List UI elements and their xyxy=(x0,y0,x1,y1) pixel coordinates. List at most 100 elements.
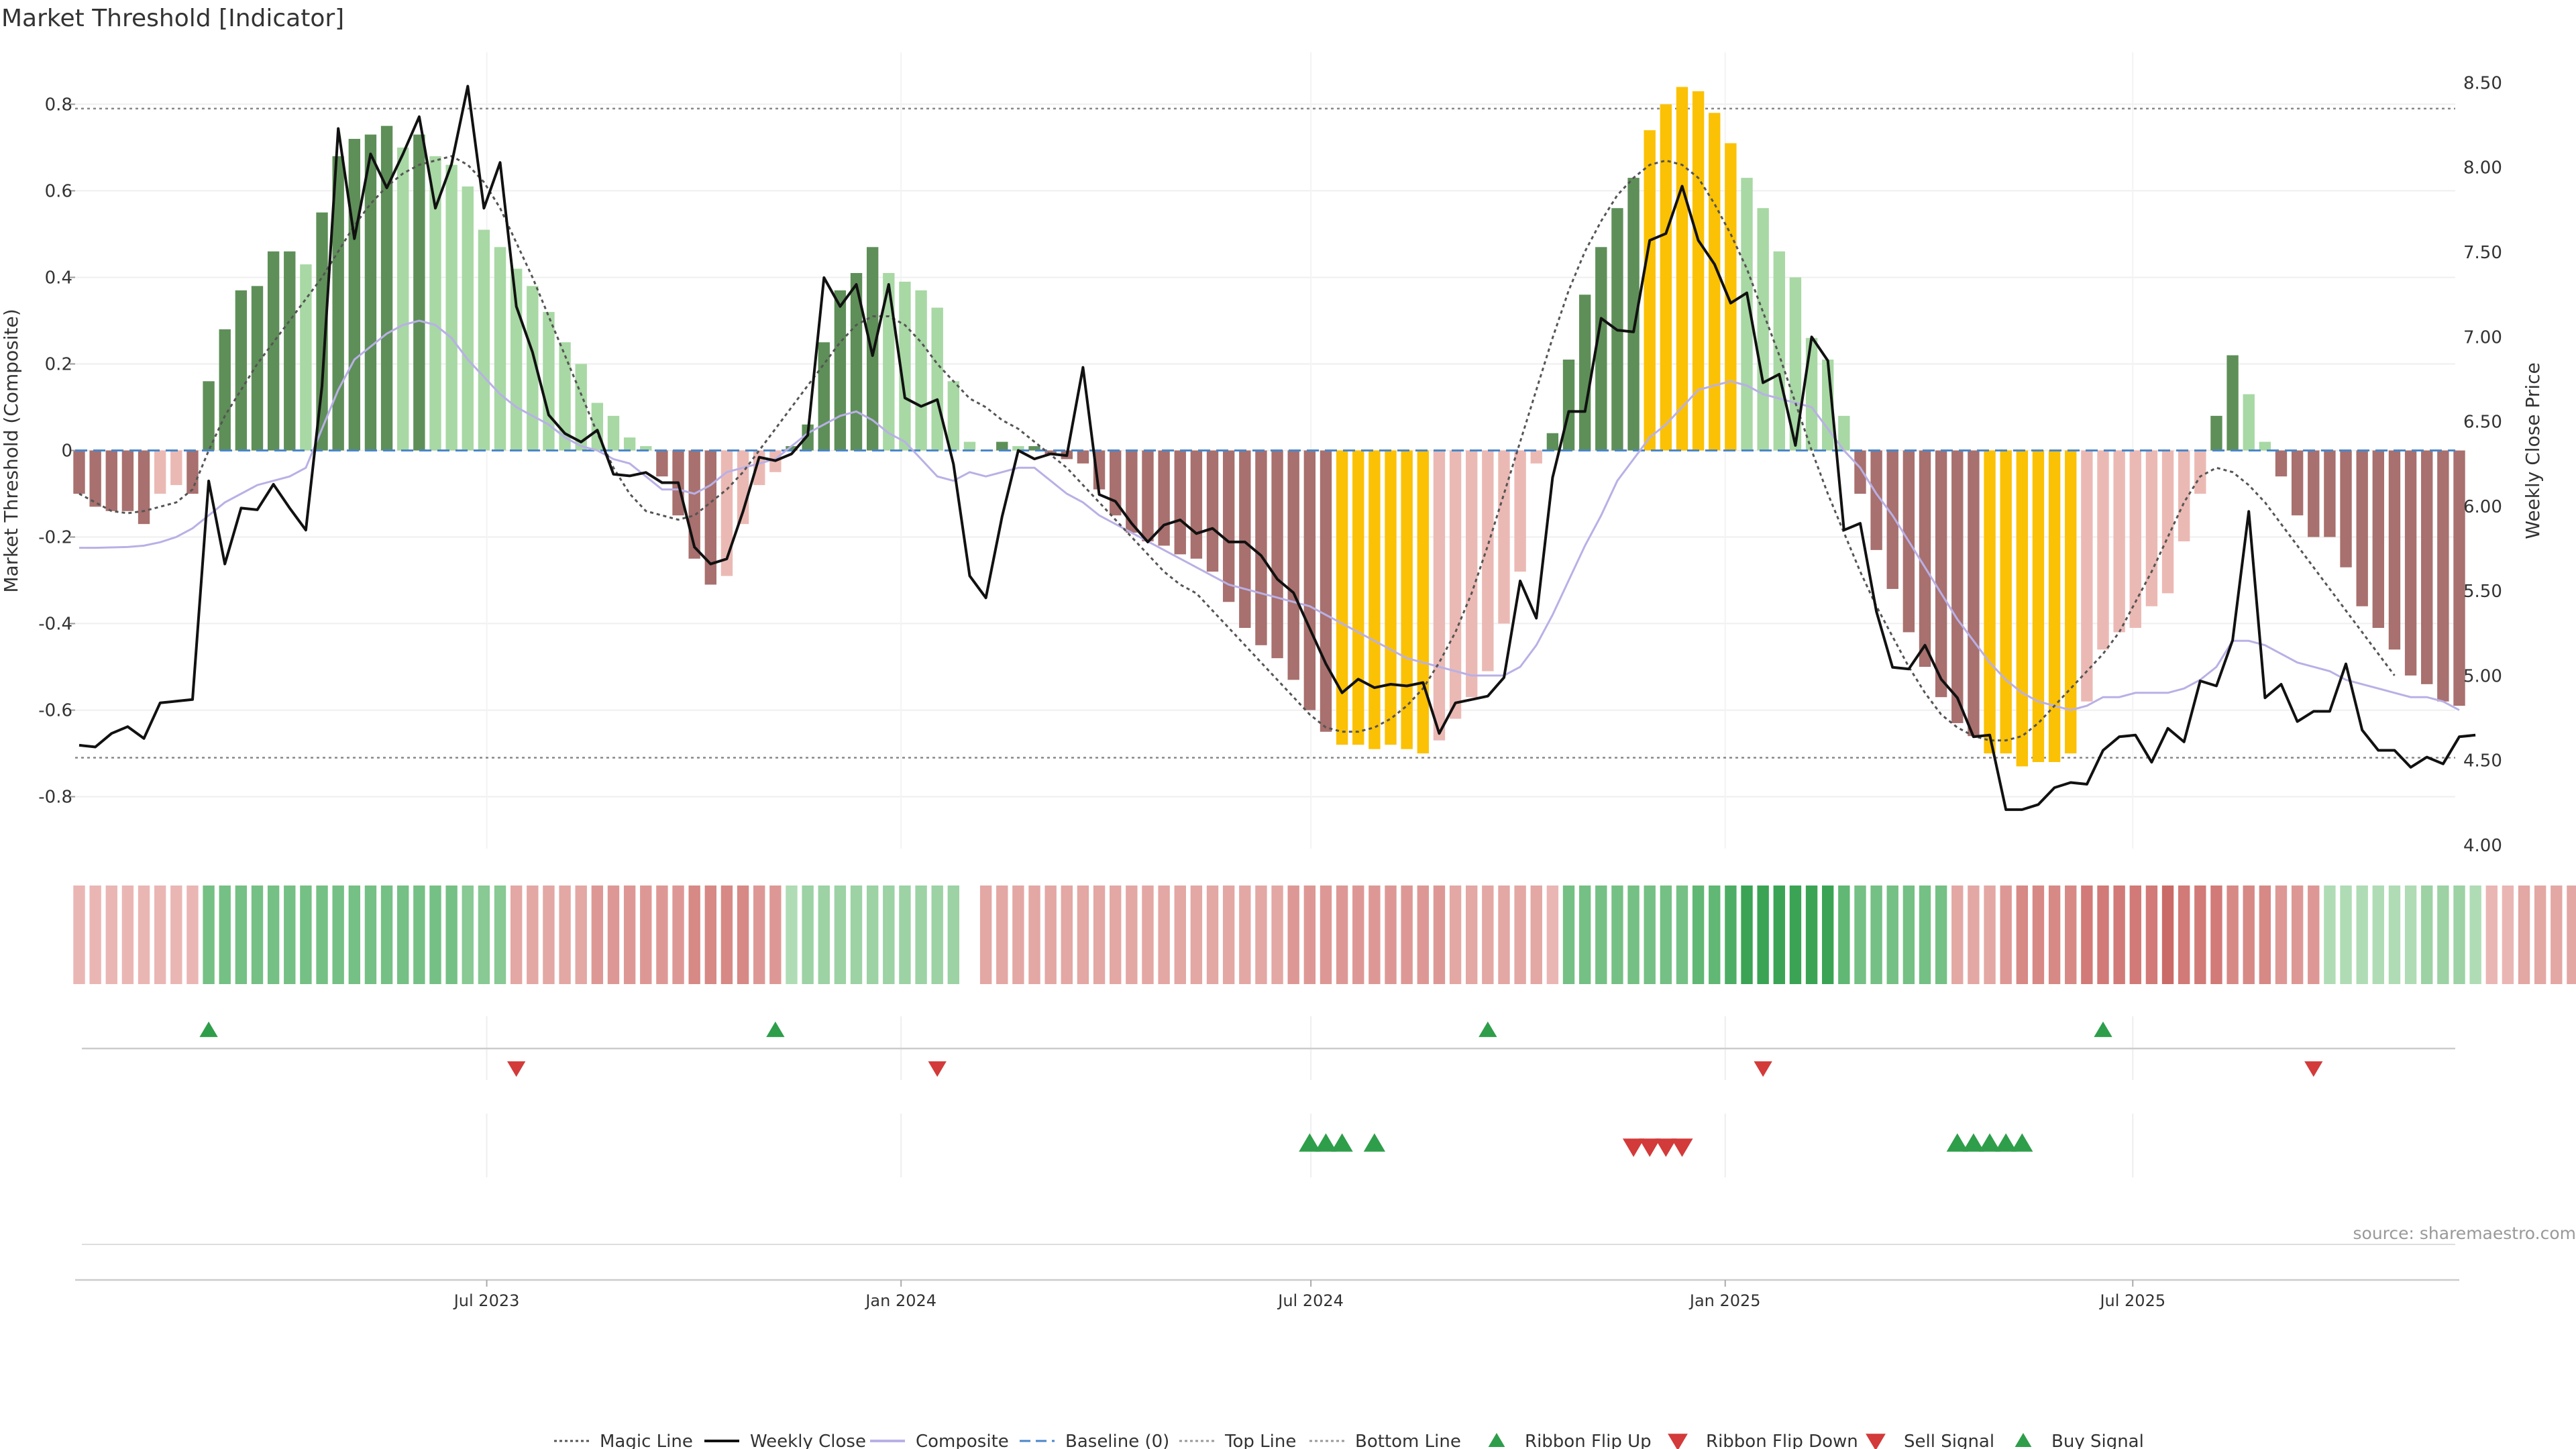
ribbon-segment xyxy=(704,885,716,984)
ribbon-segment xyxy=(1822,885,1834,984)
composite-bar xyxy=(1595,247,1607,451)
composite-bar xyxy=(73,450,85,494)
ribbon-segment xyxy=(1627,885,1640,984)
ribbon-segment xyxy=(1789,885,1802,984)
ribbon-segment xyxy=(2194,885,2206,984)
ribbon-segment xyxy=(1206,885,1219,984)
ribbon-segment xyxy=(2129,885,2141,984)
ribbon-segment xyxy=(429,885,441,984)
ribbon-segment xyxy=(2032,885,2045,984)
composite-bar xyxy=(866,247,879,451)
x-tick-label: Jan 2024 xyxy=(864,1291,936,1310)
y-tick-label: 0.6 xyxy=(45,181,72,201)
legend-swatch xyxy=(1866,1434,1886,1449)
ribbon-segment xyxy=(1336,885,1348,984)
sell-signal-marker xyxy=(1639,1138,1661,1157)
ribbon-segment xyxy=(1433,885,1446,984)
composite-bar xyxy=(1012,446,1024,451)
ribbon-segment xyxy=(2113,885,2125,984)
legend-label: Composite xyxy=(916,1432,1009,1449)
buy-signal-marker xyxy=(1962,1133,1985,1152)
ribbon-flip-down-marker xyxy=(1754,1061,1772,1077)
y-tick-label: 0.4 xyxy=(45,268,72,288)
legend-label: Baseline (0) xyxy=(1065,1432,1169,1449)
composite-bar xyxy=(1660,104,1672,451)
composite-bar xyxy=(850,273,863,451)
ribbon-flip-down-marker xyxy=(507,1061,526,1077)
ribbon-segment xyxy=(2097,885,2109,984)
ribbon-segment xyxy=(1126,885,1138,984)
composite-bar xyxy=(316,212,328,451)
composite-bar xyxy=(2453,450,2465,706)
ribbon-segment xyxy=(786,885,798,984)
ribbon-segment xyxy=(348,885,361,984)
composite-bar xyxy=(462,186,474,451)
y-tick-label: 0 xyxy=(61,441,72,462)
composite-bar xyxy=(1530,450,1542,464)
composite-bar xyxy=(138,450,150,525)
ribbon-segment xyxy=(996,885,1008,984)
composite-bar xyxy=(720,450,733,576)
composite-bar xyxy=(2081,450,2093,702)
ribbon-segment xyxy=(1805,885,1818,984)
legend-label: Magic Line xyxy=(600,1432,693,1449)
buy-signal-marker xyxy=(1363,1133,1386,1152)
composite-bar xyxy=(1385,450,1397,745)
composite-bar xyxy=(2388,450,2401,650)
ribbon-segment xyxy=(251,885,264,984)
ribbon-segment xyxy=(818,885,830,984)
composite-bar xyxy=(834,290,847,451)
composite-bar xyxy=(478,229,490,451)
ribbon-segment xyxy=(138,885,150,984)
composite-bar xyxy=(2178,450,2190,541)
composite-bar xyxy=(607,415,620,451)
ribbon-segment xyxy=(2161,885,2174,984)
composite-bar xyxy=(1676,87,1688,451)
composite-bar xyxy=(1206,450,1219,572)
composite-bar xyxy=(397,147,409,451)
ribbon-segment xyxy=(834,885,847,984)
composite-bar xyxy=(1741,178,1753,451)
ribbon-segment xyxy=(2551,885,2563,984)
composite-bar xyxy=(2275,450,2288,477)
ribbon-segment xyxy=(154,885,166,984)
ribbon-segment xyxy=(1660,885,1672,984)
ribbon-flip-up-marker xyxy=(199,1021,218,1037)
ribbon-segment xyxy=(478,885,490,984)
composite-bar xyxy=(300,264,312,451)
composite-bar xyxy=(2421,450,2433,684)
buy-signal-marker xyxy=(1299,1133,1321,1152)
composite-bar xyxy=(1449,450,1462,719)
y2-tick-label: 4.50 xyxy=(2463,751,2502,771)
ribbon-segment xyxy=(1190,885,1203,984)
composite-bar xyxy=(996,441,1008,451)
ribbon-segment xyxy=(688,885,700,984)
legend-label: Ribbon Flip Down xyxy=(1706,1432,1858,1449)
composite-bar xyxy=(1773,251,1785,451)
ribbon-segment xyxy=(1239,885,1251,984)
composite-bar xyxy=(1692,91,1705,451)
composite-bar xyxy=(284,251,296,451)
ribbon-flip-up-marker xyxy=(766,1021,785,1037)
chart-title: Market Threshold [Indicator] xyxy=(1,5,344,32)
composite-bar xyxy=(1984,450,1996,754)
signal-ribbon xyxy=(73,885,2576,984)
ribbon-flip-panel xyxy=(82,1016,2455,1080)
ribbon-segment xyxy=(121,885,134,984)
x-tick-label: Jul 2023 xyxy=(453,1291,520,1310)
legend-label: Sell Signal xyxy=(1904,1432,1994,1449)
composite-bar xyxy=(105,450,117,511)
ribbon-segment xyxy=(1676,885,1688,984)
buy-sell-signal-panel xyxy=(82,1114,2455,1245)
ribbon-segment xyxy=(1514,885,1526,984)
composite-bar xyxy=(1028,446,1040,451)
composite-bar xyxy=(2065,450,2077,754)
y2-tick-label: 7.50 xyxy=(2463,243,2502,263)
ribbon-segment xyxy=(1546,885,1559,984)
ribbon-segment xyxy=(1385,885,1397,984)
composite-bar xyxy=(2016,450,2029,767)
ribbon-segment xyxy=(1061,885,1073,984)
composite-bar xyxy=(1142,450,1154,541)
y-tick-label: -0.4 xyxy=(38,614,72,635)
